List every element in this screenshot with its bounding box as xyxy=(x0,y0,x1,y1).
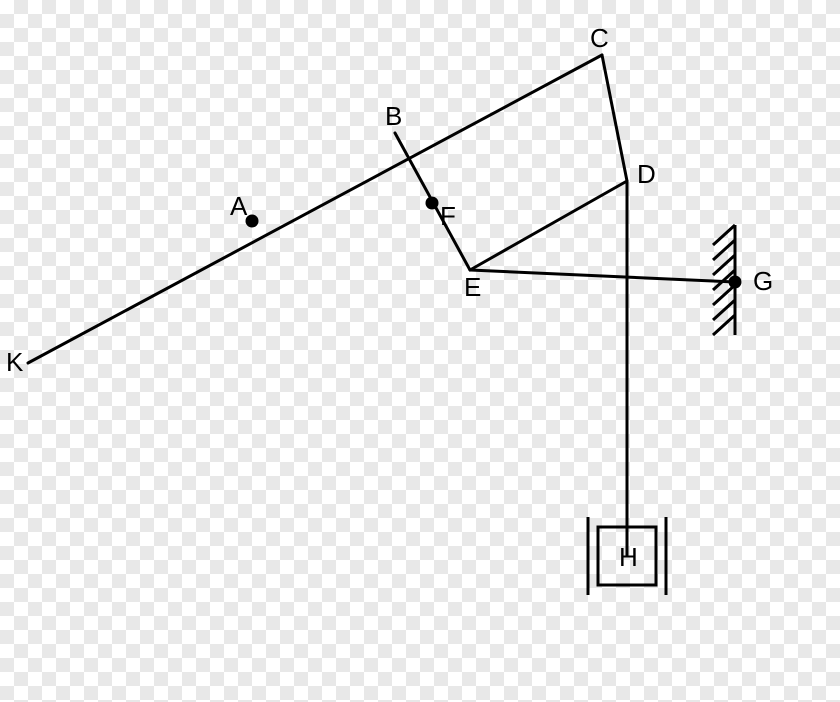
label-D: D xyxy=(637,159,656,189)
line-E-G xyxy=(470,270,735,282)
label-G: G xyxy=(753,266,773,296)
label-F: F xyxy=(440,201,456,231)
dot-G xyxy=(729,276,742,289)
line-C-D xyxy=(602,55,627,181)
line-K-C xyxy=(28,55,602,363)
line-D-E xyxy=(470,181,627,270)
label-E: E xyxy=(464,272,481,302)
dot-A xyxy=(246,215,259,228)
label-C: C xyxy=(590,23,609,53)
joint-dots xyxy=(246,197,742,289)
label-A: A xyxy=(230,191,248,221)
dot-F xyxy=(426,197,439,210)
point-labels: K A B C D E F G H xyxy=(6,23,773,572)
label-H: H xyxy=(619,542,638,572)
label-K: K xyxy=(6,347,24,377)
label-B: B xyxy=(385,101,402,131)
linkage-diagram: K A B C D E F G H xyxy=(0,0,840,702)
linkage-lines xyxy=(28,55,735,556)
